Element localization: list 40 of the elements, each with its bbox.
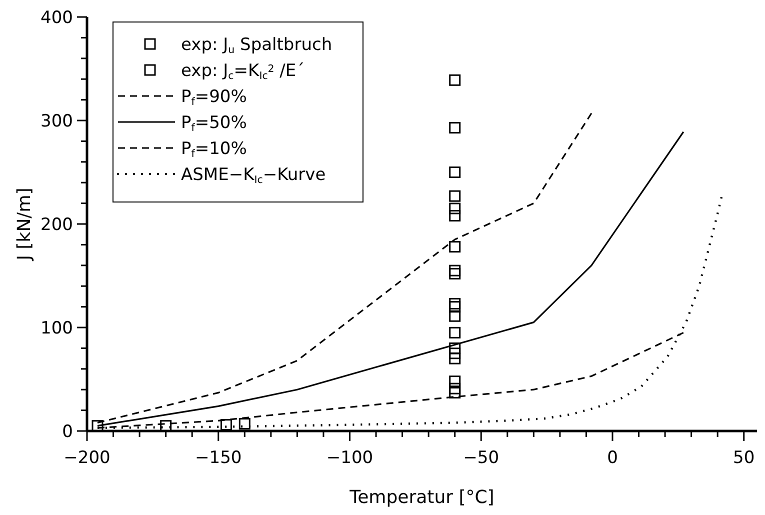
x-tick-label: 50	[733, 448, 755, 468]
point	[449, 342, 461, 354]
y-tick-label: 200	[40, 215, 73, 235]
point	[449, 166, 461, 178]
point	[449, 202, 461, 214]
point	[449, 122, 461, 134]
point	[238, 418, 250, 430]
y-tick-label: 0	[62, 422, 73, 442]
point	[449, 386, 461, 398]
point	[449, 210, 461, 222]
y-axis-title: J [kN/m]	[14, 188, 35, 262]
point	[449, 301, 461, 313]
x-tick-label: −100	[326, 448, 374, 468]
point	[449, 241, 461, 253]
x-axis-title: Temperatur [°C]	[348, 487, 494, 508]
point	[449, 74, 461, 86]
point	[449, 326, 461, 338]
point	[449, 352, 461, 364]
x-tick-label: −200	[64, 448, 110, 468]
point	[449, 190, 461, 202]
legend-label: P$_{f}$=10%	[181, 139, 247, 160]
x-tick-label: −50	[463, 448, 500, 468]
point	[449, 298, 461, 310]
point	[449, 348, 461, 360]
x-tick-label: −150	[195, 448, 242, 468]
point	[449, 310, 461, 322]
point	[449, 268, 461, 280]
y-tick-label: 100	[40, 318, 73, 338]
legend-label: exp: J$_{c}$=K$_{Ic}$$^{2}$ /E´	[181, 61, 305, 82]
y-tick-label: 400	[40, 8, 73, 28]
point	[220, 419, 232, 431]
point	[449, 264, 461, 276]
legend-label: exp: J$_{u}$ Spaltbruch	[181, 35, 332, 56]
point	[449, 382, 461, 394]
point	[449, 376, 461, 388]
legend-label: P$_{f}$=90%	[181, 87, 247, 108]
legend-label: P$_{f}$=50%	[181, 113, 247, 134]
x-tick-label: 0	[607, 448, 618, 468]
y-tick-label: 300	[40, 112, 73, 132]
legend-label: ASME−K$_{Ic}$−Kurve	[181, 165, 326, 186]
